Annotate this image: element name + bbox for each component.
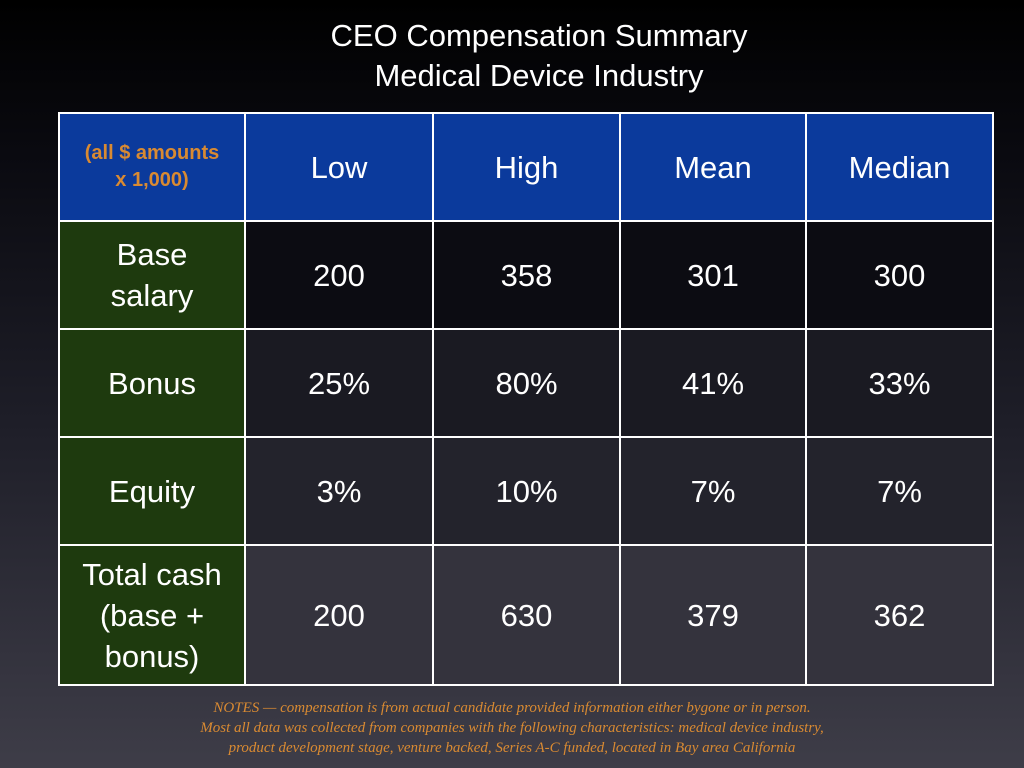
cell-bonus-mean: 41%	[619, 328, 807, 438]
cell-bonus-high: 80%	[432, 328, 621, 438]
cell-total-cash-mean: 379	[619, 544, 807, 686]
column-header-mean: Mean	[619, 112, 807, 222]
row-label-line: salary	[110, 278, 194, 313]
cell-equity-mean: 7%	[619, 436, 807, 546]
title-line-2: Medical Device Industry	[374, 58, 704, 93]
cell-equity-median: 7%	[805, 436, 994, 546]
cell-base-salary-high: 358	[432, 220, 621, 330]
cell-equity-high: 10%	[432, 436, 621, 546]
cell-base-salary-mean: 301	[619, 220, 807, 330]
cell-equity-low: 3%	[244, 436, 434, 546]
units-note-cell: (all $ amounts x 1,000)	[58, 112, 246, 222]
row-label-line: Base	[116, 237, 188, 272]
row-label-line: Bonus	[108, 365, 196, 401]
row-label-base-salary: Base salary	[58, 220, 246, 330]
row-label-bonus: Bonus	[58, 328, 246, 438]
slide-title: CEO Compensation Summary Medical Device …	[0, 16, 1024, 96]
row-label-line: Equity	[108, 473, 196, 509]
cell-bonus-low: 25%	[244, 328, 434, 438]
row-label-total-cash: Total cash (base + bonus)	[58, 544, 246, 686]
row-label-line: Total cash	[82, 556, 222, 592]
footnote-line-3: product development stage, venture backe…	[228, 740, 796, 756]
units-note-line-1: (all $ amounts	[84, 142, 220, 164]
row-label-line: (base +	[99, 597, 205, 633]
column-header-low: Low	[244, 112, 434, 222]
compensation-table: (all $ amounts x 1,000) Low High Mean Me…	[58, 112, 994, 686]
table-row-bonus: Bonus 25% 80% 41% 33%	[58, 328, 994, 438]
cell-base-salary-low: 200	[244, 220, 434, 330]
footnotes: NOTES — compensation is from actual cand…	[0, 698, 1024, 758]
cell-total-cash-median: 362	[805, 544, 994, 686]
footnote-line-1: NOTES — compensation is from actual cand…	[213, 700, 811, 716]
column-header-high: High	[432, 112, 621, 222]
header-row: (all $ amounts x 1,000) Low High Mean Me…	[58, 112, 994, 222]
cell-total-cash-low: 200	[244, 544, 434, 686]
table-row-base-salary: Base salary 200 358 301 300	[58, 220, 994, 330]
units-note-line-2: x 1,000)	[115, 169, 189, 191]
footnote-line-2: Most all data was collected from compani…	[200, 720, 824, 736]
column-header-median: Median	[805, 112, 994, 222]
cell-base-salary-median: 300	[805, 220, 994, 330]
table-row-equity: Equity 3% 10% 7% 7%	[58, 436, 994, 546]
cell-bonus-median: 33%	[805, 328, 994, 438]
row-label-line: bonus)	[104, 638, 200, 674]
title-line-1: CEO Compensation Summary	[330, 18, 748, 53]
cell-total-cash-high: 630	[432, 544, 621, 686]
table-row-total-cash: Total cash (base + bonus) 200 630 379 36…	[58, 544, 994, 686]
row-label-equity: Equity	[58, 436, 246, 546]
